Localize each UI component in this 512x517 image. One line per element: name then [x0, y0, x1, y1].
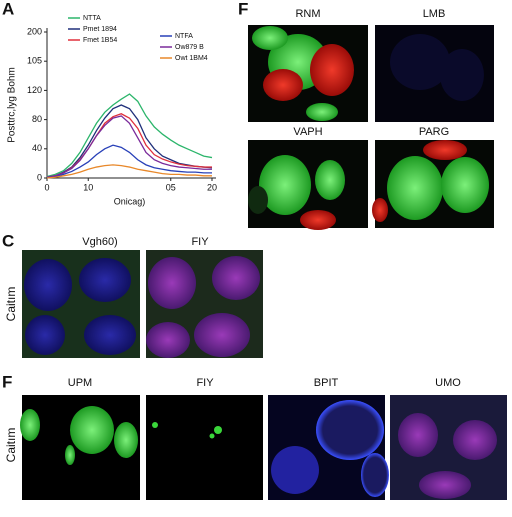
panel-label: F — [238, 0, 248, 18]
micrograph — [248, 25, 368, 122]
image-header: Vgh60) — [82, 236, 117, 248]
micrograph — [375, 25, 494, 122]
micrograph — [248, 140, 368, 230]
y-axis-label: Posttrc,lyg Bohm — [7, 67, 18, 143]
y-tick-label: 105 — [27, 56, 42, 66]
image-header: FIY — [191, 236, 209, 248]
x-tick-label: 10 — [83, 182, 93, 192]
legend-label: Pmet 1894 — [83, 26, 117, 33]
y-tick-label: 120 — [27, 85, 42, 95]
image-header: UPM — [68, 377, 92, 389]
panel-label: F — [2, 372, 12, 391]
panel-label: C — [2, 231, 14, 250]
micrograph — [268, 395, 389, 500]
image-header: BPIT — [314, 377, 339, 389]
y-tick-label: 200 — [27, 26, 42, 36]
micrograph — [20, 395, 140, 500]
image-header: VAPH — [293, 126, 322, 138]
legend-label: Fmet 1B54 — [83, 37, 117, 44]
x-tick-label: 20 — [207, 182, 217, 192]
series-line — [46, 144, 212, 178]
series-line — [46, 115, 212, 178]
row-label: Caitım — [4, 428, 18, 463]
micrograph — [146, 250, 263, 358]
panel-label: A — [2, 0, 14, 18]
x-axis-label: Onicag) — [114, 196, 146, 206]
line-chart: 0 40 80 120 105 200 0 10 05 20 Onicag) Posttrc,lyg … — [7, 15, 217, 207]
micrograph — [372, 140, 494, 228]
row-label: Caitım — [4, 287, 18, 322]
micrograph — [146, 395, 263, 500]
y-tick-label: 40 — [32, 143, 42, 153]
legend-label: Ow879 B — [175, 44, 204, 51]
legend-label: NTFA — [175, 33, 193, 40]
legend-label: Owt 1BM4 — [175, 55, 208, 62]
y-tick-label: 80 — [32, 114, 42, 124]
image-header: FIY — [196, 377, 214, 389]
micrograph — [390, 395, 507, 500]
x-tick-label: 0 — [44, 182, 49, 192]
image-header: UMO — [435, 377, 461, 389]
legend-label: NTTA — [83, 15, 101, 22]
series-line — [46, 93, 213, 178]
x-tick-label: 05 — [166, 182, 176, 192]
image-header: RNM — [295, 8, 320, 20]
series-line — [46, 164, 212, 179]
image-header: LMB — [423, 8, 446, 20]
y-tick-label: 0 — [37, 172, 42, 182]
micrograph — [22, 250, 140, 358]
image-header: PARG — [419, 126, 449, 138]
series-line — [46, 104, 213, 178]
